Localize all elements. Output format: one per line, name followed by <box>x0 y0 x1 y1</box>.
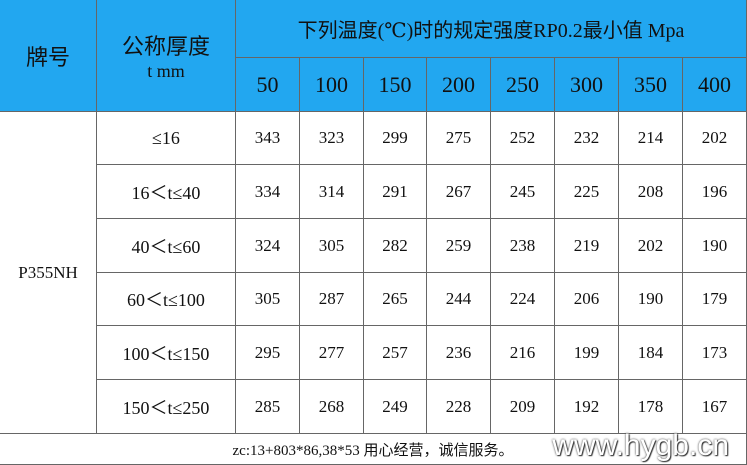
thickness-cell: 40＜t≤60 <box>97 219 236 273</box>
value-cell: 202 <box>619 219 683 273</box>
value-cell: 179 <box>683 273 747 326</box>
value-cell: 277 <box>300 326 364 380</box>
value-cell: 252 <box>491 112 555 165</box>
header-grade: 牌号 <box>0 0 97 112</box>
value-cell: 265 <box>364 273 427 326</box>
value-cell: 291 <box>364 165 427 219</box>
temperature-header: 150 <box>364 58 427 112</box>
value-cell: 167 <box>683 380 747 434</box>
value-cell: 285 <box>236 380 300 434</box>
thickness-label: 公称厚度 <box>121 34 210 59</box>
value-cell: 178 <box>619 380 683 434</box>
value-cell: 244 <box>427 273 491 326</box>
temperature-header: 400 <box>683 58 747 112</box>
value-cell: 282 <box>364 219 427 273</box>
value-cell: 216 <box>491 326 555 380</box>
value-cell: 324 <box>236 219 300 273</box>
value-cell: 236 <box>427 326 491 380</box>
thickness-cell: 16＜t≤40 <box>97 165 236 219</box>
value-cell: 209 <box>491 380 555 434</box>
value-cell: 267 <box>427 165 491 219</box>
thickness-cell: 150＜t≤250 <box>97 380 236 434</box>
value-cell: 232 <box>555 112 619 165</box>
header-thickness: 公称厚度 t mm <box>97 0 236 112</box>
value-cell: 305 <box>236 273 300 326</box>
value-cell: 206 <box>555 273 619 326</box>
temperature-header: 250 <box>491 58 555 112</box>
value-cell: 245 <box>491 165 555 219</box>
value-cell: 343 <box>236 112 300 165</box>
watermark: www.hygb.cn <box>552 429 729 462</box>
value-cell: 238 <box>491 219 555 273</box>
temperature-header: 350 <box>619 58 683 112</box>
value-cell: 314 <box>300 165 364 219</box>
value-cell: 228 <box>427 380 491 434</box>
header-title: 下列温度(℃)时的规定强度RP0.2最小值 Mpa <box>236 0 747 58</box>
thickness-cell: ≤16 <box>97 112 236 165</box>
value-cell: 173 <box>683 326 747 380</box>
value-cell: 334 <box>236 165 300 219</box>
thickness-unit: t mm <box>147 61 185 81</box>
value-cell: 259 <box>427 219 491 273</box>
value-cell: 295 <box>236 326 300 380</box>
thickness-cell: 60＜t≤100 <box>97 273 236 326</box>
value-cell: 323 <box>300 112 364 165</box>
grade-cell: P355NH <box>0 112 97 434</box>
value-cell: 202 <box>683 112 747 165</box>
value-cell: 287 <box>300 273 364 326</box>
value-cell: 249 <box>364 380 427 434</box>
value-cell: 224 <box>491 273 555 326</box>
value-cell: 190 <box>683 219 747 273</box>
value-cell: 192 <box>555 380 619 434</box>
value-cell: 199 <box>555 326 619 380</box>
value-cell: 184 <box>619 326 683 380</box>
value-cell: 214 <box>619 112 683 165</box>
temperature-header: 100 <box>300 58 364 112</box>
temperature-header: 200 <box>427 58 491 112</box>
value-cell: 257 <box>364 326 427 380</box>
value-cell: 275 <box>427 112 491 165</box>
value-cell: 299 <box>364 112 427 165</box>
thickness-cell: 100＜t≤150 <box>97 326 236 380</box>
temperature-header: 300 <box>555 58 619 112</box>
value-cell: 225 <box>555 165 619 219</box>
temperature-header: 50 <box>236 58 300 112</box>
value-cell: 268 <box>300 380 364 434</box>
value-cell: 305 <box>300 219 364 273</box>
value-cell: 219 <box>555 219 619 273</box>
value-cell: 208 <box>619 165 683 219</box>
value-cell: 196 <box>683 165 747 219</box>
value-cell: 190 <box>619 273 683 326</box>
